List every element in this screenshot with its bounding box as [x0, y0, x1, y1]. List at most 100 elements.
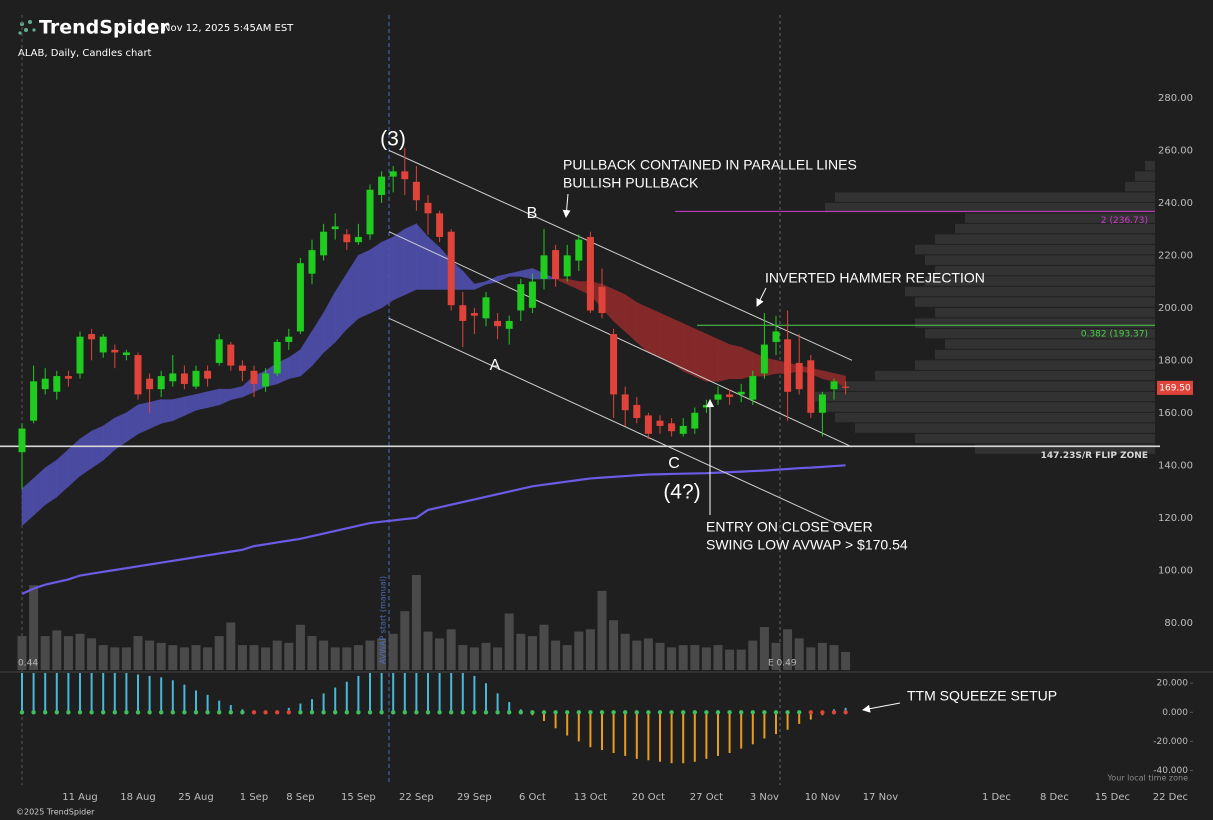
avwap-start-label: AVWAP start (manual)	[379, 576, 388, 664]
candle-body	[157, 376, 165, 390]
annotation: BULLISH PULLBACK	[563, 175, 699, 191]
squeeze-dot	[31, 710, 36, 715]
volume-bar	[342, 647, 352, 670]
volume-bar	[643, 638, 653, 670]
chart-title: ALAB, Daily, Candles chart	[18, 48, 152, 59]
ema-cloud	[682, 323, 696, 377]
level-label: 147.23S/R FLIP ZONE	[1041, 451, 1148, 461]
squeeze-dot	[820, 710, 825, 715]
squeeze-dot	[843, 710, 848, 715]
volume-bar	[307, 636, 317, 670]
squeeze-dot	[275, 710, 280, 715]
squeeze-dot	[553, 710, 558, 715]
candle-body	[795, 362, 803, 390]
volume-profile-bar	[815, 391, 1155, 402]
volume-bar	[179, 647, 189, 670]
squeeze-dot	[750, 710, 755, 715]
volume-profile-bar	[905, 286, 1155, 297]
squeeze-dot	[286, 710, 291, 715]
volume-bar	[690, 645, 700, 670]
volume-bar	[817, 642, 827, 670]
volume-bar	[748, 640, 758, 670]
volume-bar	[539, 624, 549, 670]
volume-bar	[365, 640, 375, 670]
squeeze-dot	[251, 710, 257, 715]
annotation: TTM SQUEEZE SETUP	[907, 688, 1057, 704]
annotation: PULLBACK CONTAINED IN PARALLEL LINES	[563, 157, 857, 173]
candle-body	[378, 176, 386, 195]
ema-cloud	[195, 391, 208, 411]
level-label: 0.382 (193.37)	[1081, 330, 1148, 340]
squeeze-dot	[193, 710, 199, 715]
candle-body	[227, 344, 235, 366]
volume-bar	[794, 638, 804, 670]
squeeze-dot	[379, 710, 384, 715]
candle-body	[366, 189, 374, 235]
squeeze-dot	[483, 710, 489, 715]
volume-profile-bar	[1125, 181, 1155, 192]
volume-label: E 0.49	[768, 659, 797, 669]
back-layer	[17, 160, 1193, 771]
timestamp: Nov 12, 2025 5:45AM EST	[163, 23, 294, 34]
candle-body	[122, 352, 130, 356]
volume-bar	[52, 630, 62, 670]
squeeze-dot	[657, 710, 663, 715]
candle-body	[737, 391, 745, 395]
squeeze-dot	[518, 710, 523, 715]
candle-body	[807, 360, 815, 413]
x-tick-label: 10 Nov	[805, 792, 841, 803]
y-tick-label: 80.00	[1164, 618, 1193, 629]
x-tick-label: 1 Sep	[240, 792, 268, 803]
volume-bar	[156, 642, 166, 670]
volume-bar	[504, 613, 514, 670]
x-tick-label: 11 Aug	[62, 792, 97, 803]
volume-bar	[516, 633, 526, 670]
squeeze-dot	[333, 710, 338, 715]
volume-bar	[597, 590, 607, 670]
annotation: INVERTED HAMMER REJECTION	[765, 270, 985, 286]
channel-line	[388, 317, 853, 532]
candle-body	[331, 226, 339, 230]
arrow	[562, 193, 571, 218]
candle-body	[633, 404, 641, 419]
ema-cloud	[79, 430, 92, 477]
candle-body	[830, 381, 838, 390]
volume-bar	[585, 629, 595, 670]
volume-bar	[75, 633, 85, 670]
x-tick-label: 22 Dec	[1153, 792, 1188, 803]
ema-cloud	[207, 388, 220, 408]
ema-cloud	[44, 459, 58, 506]
candle-body	[30, 381, 38, 421]
ema-cloud	[717, 338, 730, 382]
ema-cloud	[648, 307, 661, 359]
volume-profile-bar	[875, 370, 1155, 381]
y-tick-label: 240.00	[1158, 198, 1193, 209]
candle-body	[343, 234, 351, 243]
volume-bar	[632, 640, 642, 670]
candle-body	[528, 281, 536, 308]
candle-body	[354, 236, 362, 243]
y-tick-label: 280.00	[1158, 93, 1193, 104]
annotation: SWING LOW AVWAP > $170.54	[706, 537, 908, 553]
volume-bar	[388, 633, 398, 670]
volume-bar	[319, 640, 329, 670]
ema-cloud	[833, 373, 846, 388]
wave-label: B	[527, 205, 538, 222]
volume-bar	[678, 645, 688, 670]
volume-bar	[98, 645, 108, 670]
candle-body	[656, 420, 664, 426]
y-tick-label: 200.00	[1158, 303, 1193, 314]
candle-body	[436, 213, 444, 237]
channel-line	[388, 231, 853, 448]
y-tick-label: 260.00	[1158, 145, 1193, 156]
squeeze-dot	[54, 710, 59, 715]
squeeze-dot	[588, 710, 593, 715]
candle-body	[784, 339, 792, 392]
squeeze-dot	[124, 710, 129, 715]
candle-layer	[18, 147, 850, 715]
x-tick-label: 17 Nov	[863, 792, 899, 803]
wave-label: (3)	[380, 128, 406, 151]
ema-cloud	[149, 399, 162, 430]
candle-body	[88, 334, 96, 340]
